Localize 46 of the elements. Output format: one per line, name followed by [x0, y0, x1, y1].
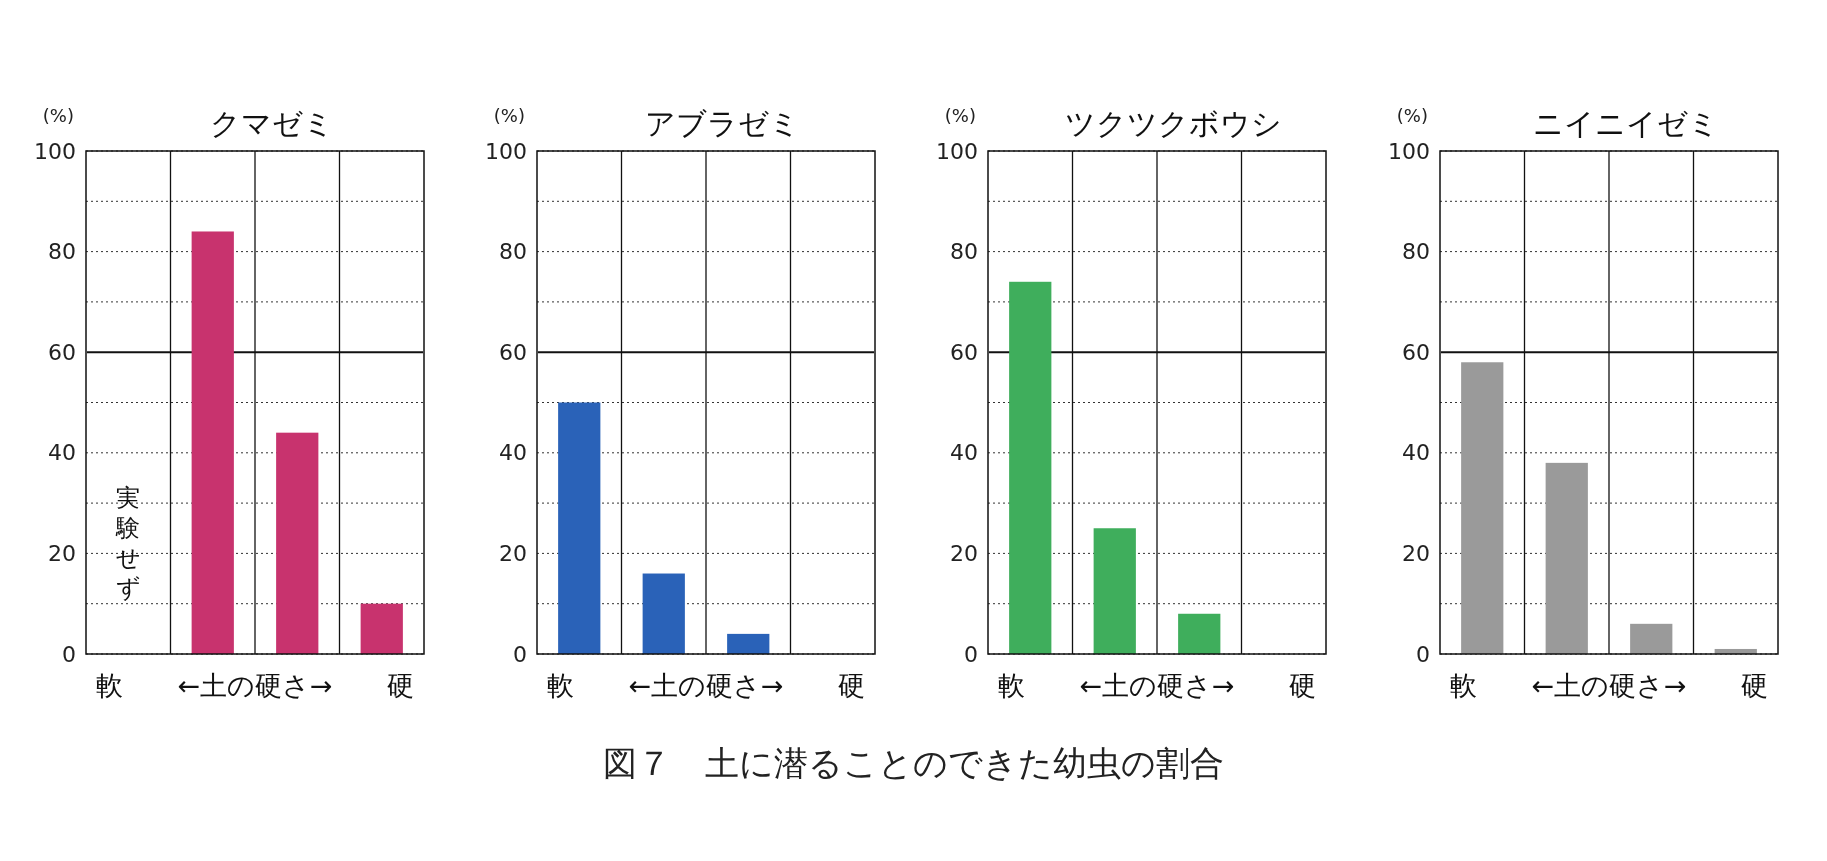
x-tick-label: 軟	[998, 670, 1025, 701]
y-tick-label: 0	[62, 641, 76, 667]
x-axis-title: ←土の硬さ→	[177, 670, 333, 701]
y-tick-label: 100	[936, 138, 978, 164]
y-axis-title: (%)	[944, 105, 976, 126]
chart-title: アブラゼミ	[645, 106, 801, 141]
y-tick-label: 80	[950, 239, 978, 265]
x-tick-label: 硬	[1741, 670, 1768, 701]
x-tick-label: 軟	[1450, 670, 1477, 701]
y-tick-label: 0	[1416, 641, 1430, 667]
y-axis-title: (%)	[1396, 105, 1428, 126]
y-tick-label: 20	[499, 540, 527, 566]
y-tick-label: 60	[48, 339, 76, 365]
y-tick-label: 80	[499, 239, 527, 265]
chart-title: ツクツクボウシ	[1065, 106, 1283, 141]
x-axis-title: ←土の硬さ→	[1531, 670, 1687, 701]
y-axis-title: (%)	[42, 105, 74, 126]
x-tick-label: 硬	[838, 670, 865, 701]
y-axis-title: (%)	[493, 105, 525, 126]
caption: 図７ 土に潜ることのできた幼虫の割合	[602, 743, 1224, 783]
chart-title: ニイニイゼミ	[1532, 106, 1719, 141]
y-tick-label: 80	[48, 239, 76, 265]
y-tick-label: 80	[1402, 239, 1430, 265]
chart-title: クマゼミ	[209, 106, 334, 141]
x-axis-title: ←土の硬さ→	[1079, 670, 1235, 701]
annotation: 実験せず	[115, 484, 141, 603]
y-tick-label: 40	[1402, 440, 1430, 466]
y-tick-label: 0	[964, 641, 978, 667]
x-tick-label: 軟	[96, 670, 123, 701]
x-tick-label: 硬	[1289, 670, 1316, 701]
y-tick-label: 60	[1402, 339, 1430, 365]
y-tick-label: 100	[485, 138, 527, 164]
y-tick-label: 20	[1402, 540, 1430, 566]
y-tick-label: 40	[950, 440, 978, 466]
y-tick-label: 0	[513, 641, 527, 667]
x-axis-title: ←土の硬さ→	[628, 670, 784, 701]
y-tick-label: 20	[48, 540, 76, 566]
y-tick-label: 60	[950, 339, 978, 365]
y-tick-label: 40	[48, 440, 76, 466]
y-tick-label: 100	[34, 138, 76, 164]
y-tick-label: 20	[950, 540, 978, 566]
y-tick-label: 60	[499, 339, 527, 365]
x-tick-label: 硬	[387, 670, 414, 701]
y-tick-label: 100	[1388, 138, 1430, 164]
y-tick-label: 40	[499, 440, 527, 466]
x-tick-label: 軟	[547, 670, 574, 701]
